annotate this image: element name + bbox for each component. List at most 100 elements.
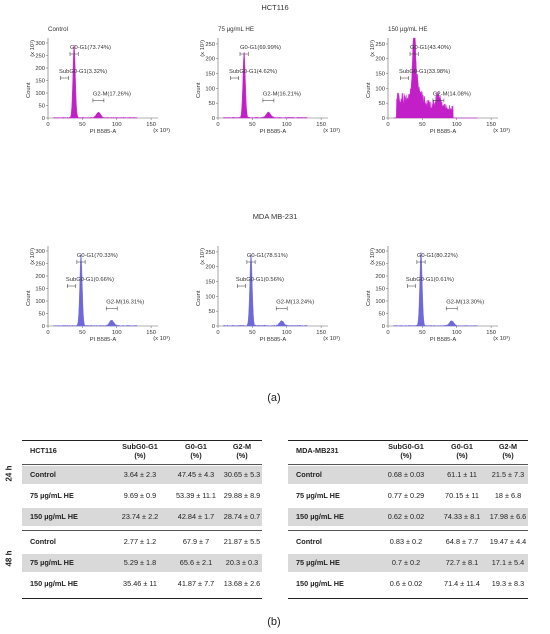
table-cell: 20.3 ± 0.3 — [225, 558, 259, 567]
table-cell: 0.83 ± 0.2 — [389, 537, 423, 546]
table-cell: 0.68 ± 0.03 — [387, 470, 425, 479]
table-header-cell: HCT116 — [30, 446, 57, 455]
y-tick-label: 150 — [375, 72, 385, 78]
table-cell: 29.88 ± 8.9 — [223, 491, 261, 500]
subg0g1-label: SubG0-G1(3.32%) — [59, 69, 107, 75]
subg0g1-label: SubG0-G1(33.98%) — [399, 69, 450, 75]
y-tick-label: 200 — [35, 66, 45, 72]
y-tick-label: 0 — [42, 324, 45, 330]
y-axis-label: Count — [196, 82, 202, 98]
x-tick-label: 50 — [249, 122, 255, 128]
table-bottom-rule — [288, 598, 528, 599]
y-axis-label: Count — [26, 82, 32, 98]
row-label: 75 µg/mL HE — [30, 558, 74, 567]
table-top-rule — [288, 440, 528, 441]
x-tick-label: 50 — [419, 122, 425, 128]
table-cell: 0.6 ± 0.02 — [389, 579, 423, 588]
x-tick-label: 100 — [112, 122, 122, 128]
row-label: 150 µg/mL HE — [30, 512, 78, 521]
g0g1-label: G0-G1(78.51%) — [247, 253, 288, 259]
y-tick-label: 150 — [35, 79, 45, 85]
x-axis-label: PI B585-A — [430, 337, 457, 343]
table-cell: 21.5 ± 7.3 — [491, 470, 525, 479]
table-cell: 17.1 ± 5.4 — [491, 558, 525, 567]
table-cell: 72.7 ± 8.1 — [445, 558, 479, 567]
histogram-svg: Control 0 50 100 150 200 250 300 0 50 100 150 (x 10¹… — [26, 26, 170, 135]
g0g1-label: G0-G1(43.40%) — [410, 45, 451, 51]
subg0g1-label: SubG0-G1(0.56%) — [236, 277, 284, 283]
y-tick-label: 100 — [35, 299, 45, 305]
table-row: 150 µg/mL HE 0.6 ± 0.02 71.4 ± 11.4 19.3 ± … — [288, 575, 528, 593]
row-label: 75 µg/mL HE — [296, 491, 340, 500]
y-exponent: (x 10¹) — [30, 248, 36, 265]
table-cell: 0.77 ± 0.29 — [387, 491, 425, 500]
x-tick-label: 150 — [486, 122, 496, 128]
y-tick-label: 0 — [212, 116, 215, 122]
table-group-rule — [22, 530, 262, 531]
table-hct116: HCT116 SubG0-G1 (%) G0-G1 (%) G2-M (%) Control 3… — [22, 440, 262, 610]
table-header-cell: G2-M (%) — [498, 442, 518, 460]
x-tick-label: 50 — [249, 330, 255, 336]
row-label: Control — [296, 537, 322, 546]
x-tick-label: 150 — [146, 330, 156, 336]
y-tick-label: 0 — [382, 324, 385, 330]
table-row: Control 3.64 ± 2.3 47.45 ± 4.3 30.65 ± 5.3 — [22, 466, 262, 484]
table-cell: 67.9 ± 7 — [182, 537, 210, 546]
y-exponent: (x 10¹) — [30, 40, 36, 57]
x-tick-label: 0 — [46, 330, 49, 336]
table-cell: 0.62 ± 0.02 — [387, 512, 425, 521]
histogram-title: 150 µg/mL HE — [388, 26, 427, 33]
y-tick-label: 100 — [375, 86, 385, 92]
x-tick-label: 100 — [452, 330, 462, 336]
table-cell: 64.8 ± 7.7 — [445, 537, 479, 546]
histogram-hct116-control: Control 0 50 100 150 200 250 300 0 50 100 150 (x 10¹… — [22, 22, 172, 140]
table-header-cell: SubG0-G1 (%) — [122, 442, 158, 460]
x-tick-label: 150 — [316, 122, 326, 128]
table-cell: 65.6 ± 2.1 — [179, 558, 213, 567]
histogram-area — [223, 254, 308, 327]
g2m-label: G2-M(14.08%) — [433, 92, 471, 98]
histogram-mda-150: 0 50 100 150 200 250 300 0 50 100 150 (x 10¹) (x 10³… — [362, 230, 512, 348]
y-axis-label: Count — [366, 82, 372, 98]
y-tick-label: 300 — [35, 41, 45, 47]
y-exponent: (x 10¹) — [200, 248, 206, 265]
x-tick-label: 100 — [112, 330, 122, 336]
y-tick-label: 250 — [35, 54, 45, 60]
y-tick-label: 250 — [375, 262, 385, 268]
row-label: Control — [30, 537, 56, 546]
histogram-area — [393, 252, 478, 327]
table-row: Control 2.77 ± 1.2 67.9 ± 7 21.87 ± 5.5 — [22, 533, 262, 551]
table-cell: 53.39 ± 11.1 — [176, 491, 216, 500]
y-exponent: (x 10¹) — [200, 40, 206, 57]
table-mda: MDA-MB231 SubG0-G1 (%) G0-G1 (%) G2-M (%) Contr… — [288, 440, 528, 610]
table-cell: 71.4 ± 11.4 — [444, 579, 480, 588]
table-row: 150 µg/mL HE 0.62 ± 0.02 74.33 ± 8.1 17.98 … — [288, 508, 528, 526]
histogram-area — [53, 45, 138, 119]
time-label-24h: 24 h — [4, 465, 14, 482]
table-row: 75 µg/mL HE 5.29 ± 1.8 65.6 ± 2.1 20.3 ± 0.… — [22, 554, 262, 572]
table-row: 75 µg/mL HE 9.69 ± 0.9 53.39 ± 11.1 29.88 ±… — [22, 487, 262, 505]
histogram-svg: 0 50 100 150 200 250 0 50 100 150 (x 10¹) (x 10³) Co… — [196, 246, 340, 343]
y-tick-label: 50 — [379, 101, 385, 107]
y-tick-label: 50 — [39, 104, 45, 110]
histogram-area — [223, 51, 308, 119]
table-cell: 35.46 ± 11 — [123, 579, 157, 588]
y-tick-label: 50 — [209, 309, 215, 315]
y-exponent: (x 10¹) — [370, 248, 376, 265]
time-label-48h: 48 h — [4, 550, 14, 567]
y-tick-label: 250 — [35, 262, 45, 268]
x-exponent: (x 10³) — [493, 336, 510, 342]
y-tick-label: 250 — [205, 42, 215, 48]
table-cell: 2.77 ± 1.2 — [123, 537, 157, 546]
panel-label-b: (b) — [267, 616, 281, 628]
subg0g1-label: SubG0-G1(0.61%) — [406, 277, 454, 283]
x-tick-label: 100 — [452, 122, 462, 128]
x-exponent: (x 10³) — [153, 128, 170, 134]
table-header-rule — [288, 464, 528, 465]
histogram-svg: 0 50 100 150 200 250 300 0 50 100 150 (x 10¹) (x 10³… — [366, 246, 510, 343]
y-tick-label: 150 — [35, 287, 45, 293]
histogram-area — [53, 254, 138, 327]
x-tick-label: 0 — [386, 122, 389, 128]
g2m-label: G2-M(16.21%) — [263, 92, 301, 98]
